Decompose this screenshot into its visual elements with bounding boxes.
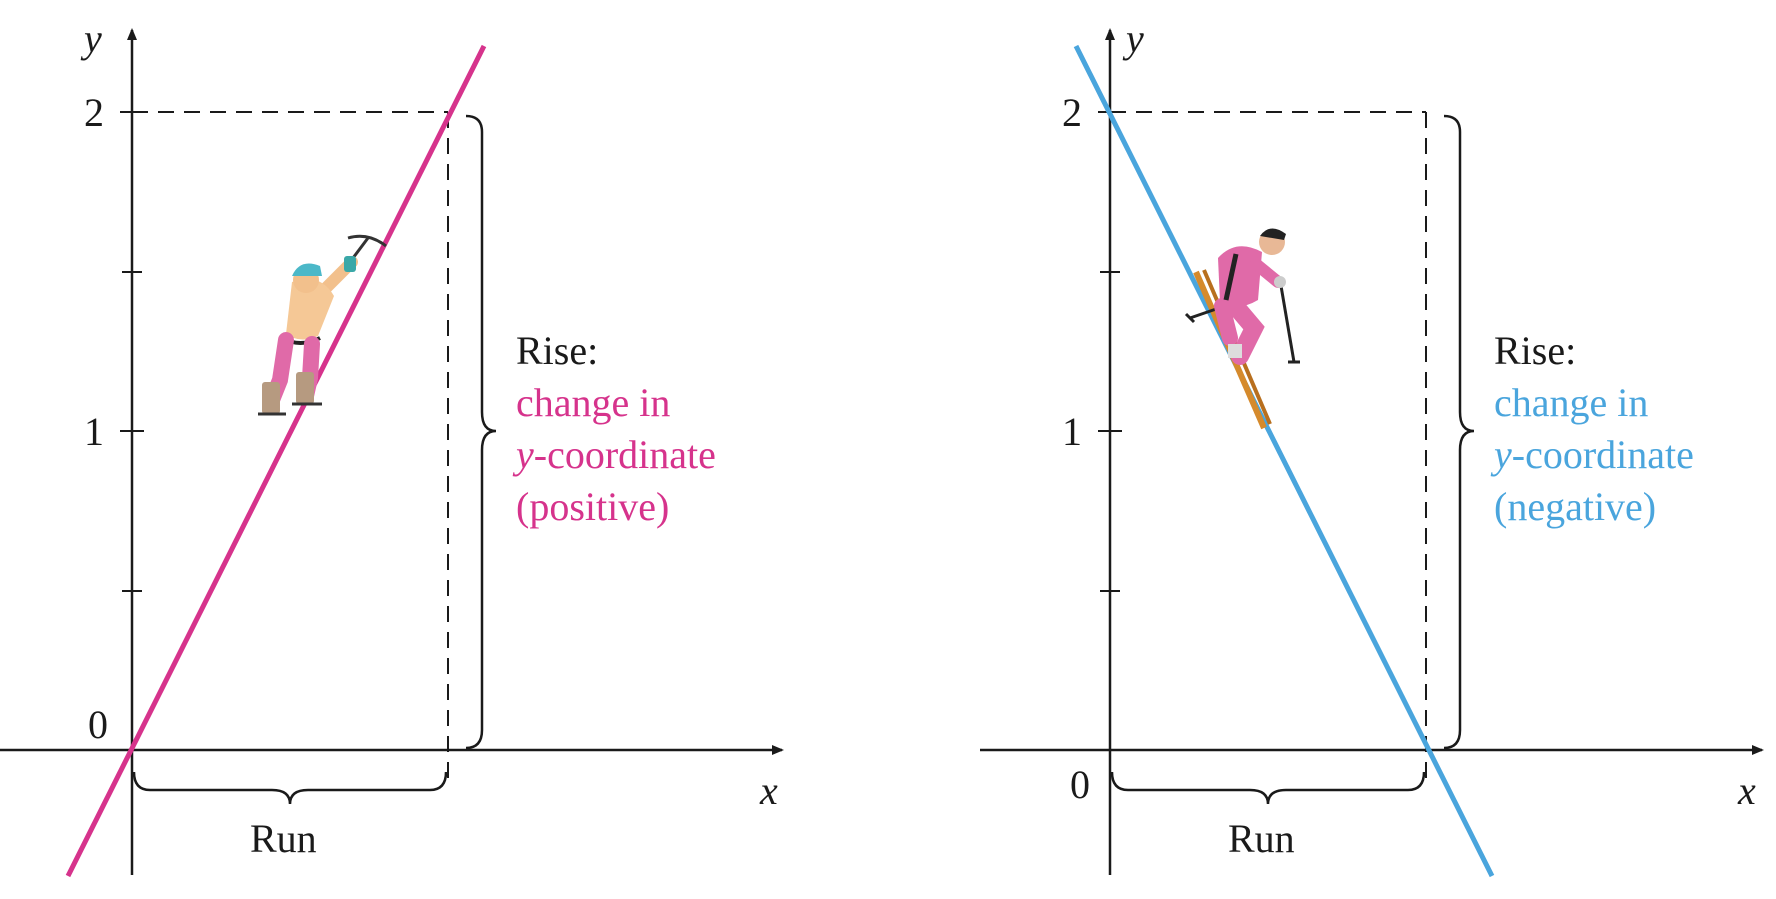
left-y-axis-label: y xyxy=(80,16,102,61)
right-rise-coordinate: -coordinate xyxy=(1512,432,1694,477)
right-rise-heading: Rise: xyxy=(1494,328,1576,373)
right-tick-label-2: 2 xyxy=(1062,90,1082,135)
right-x-axis-label: x xyxy=(1737,768,1756,813)
right-run-brace xyxy=(1112,772,1424,804)
left-rise-line2: y-coordinate xyxy=(512,432,716,477)
ice-climber-icon xyxy=(258,236,386,414)
right-slope-line xyxy=(1076,46,1492,876)
left-panel: y x 2 1 0 Run Rise: change in y-coordina… xyxy=(0,16,782,876)
left-tick-label-0: 0 xyxy=(88,702,108,747)
left-rise-heading: Rise: xyxy=(516,328,598,373)
left-rise-line1: change in xyxy=(516,380,670,425)
right-panel: y x 2 1 0 Run Rise: change in y-coordina… xyxy=(980,16,1762,876)
right-rise-var: y xyxy=(1490,432,1512,477)
left-x-axis-label: x xyxy=(759,768,778,813)
right-y-axis-label: y xyxy=(1122,16,1144,61)
right-rise-line3: (negative) xyxy=(1494,484,1656,529)
left-run-label: Run xyxy=(250,816,317,861)
left-tick-label-1: 1 xyxy=(84,409,104,454)
left-rise-line3: (positive) xyxy=(516,484,669,529)
right-run-label: Run xyxy=(1228,816,1295,861)
left-tick-label-2: 2 xyxy=(84,90,104,135)
right-tick-label-1: 1 xyxy=(1062,409,1082,454)
left-slope-line xyxy=(68,46,484,876)
left-rise-brace xyxy=(466,116,496,748)
right-rise-brace xyxy=(1444,116,1474,748)
skier-icon xyxy=(1186,228,1300,428)
left-rise-coordinate: -coordinate xyxy=(534,432,716,477)
right-rise-line1: change in xyxy=(1494,380,1648,425)
right-rise-line2: y-coordinate xyxy=(1490,432,1694,477)
left-run-brace xyxy=(134,772,446,804)
right-tick-label-0: 0 xyxy=(1070,762,1090,807)
left-rise-var: y xyxy=(512,432,534,477)
